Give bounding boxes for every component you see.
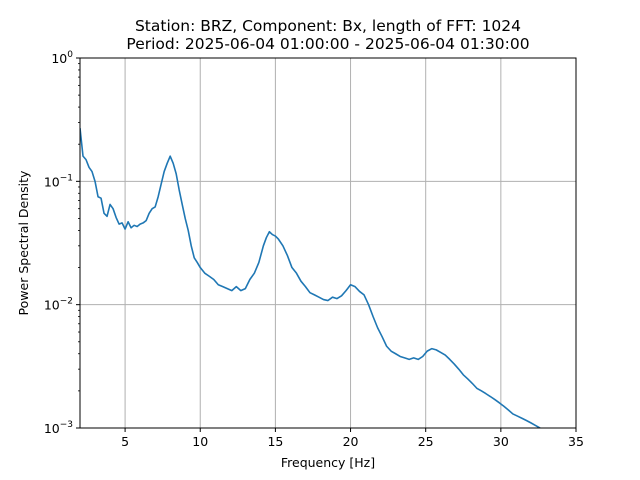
x-axis-label: Frequency [Hz] [281,455,375,470]
y-tick-label: 10−1 [44,173,73,189]
y-tick-base: 10 [51,51,67,66]
y-tick-base: 10 [44,174,60,189]
y-tick-label: 100 [51,50,73,66]
y-tick-exponent: −2 [60,297,73,307]
series-layer [80,128,542,428]
plot-frame [79,57,577,429]
y-tick-base: 10 [44,421,60,436]
y-tick-label: 10−2 [44,297,73,313]
y-tick-base: 10 [44,298,60,313]
y-tick-exponent: −3 [60,420,73,430]
y-axis-label: Power Spectral Density [16,170,31,315]
x-tick-label: 10 [192,434,208,449]
grid [80,58,576,428]
y-tick-exponent: −1 [60,173,73,183]
chart-title: Station: BRZ, Component: Bx, length of F… [135,17,521,35]
x-tick-label: 35 [568,434,584,449]
x-axis-ticks: 5 10 15 20 25 30 35 [121,428,584,449]
x-tick-label: 5 [121,434,129,449]
chart-subtitle: Period: 2025-06-04 01:00:00 - 2025-06-04… [126,35,529,53]
x-tick-label: 20 [343,434,359,449]
x-tick-label: 15 [267,434,283,449]
y-tick-label: 10−3 [44,420,73,436]
x-tick-label: 30 [493,434,509,449]
x-tick-label: 25 [418,434,434,449]
psd-series-line [80,128,542,428]
y-tick-exponent: 0 [67,50,73,60]
